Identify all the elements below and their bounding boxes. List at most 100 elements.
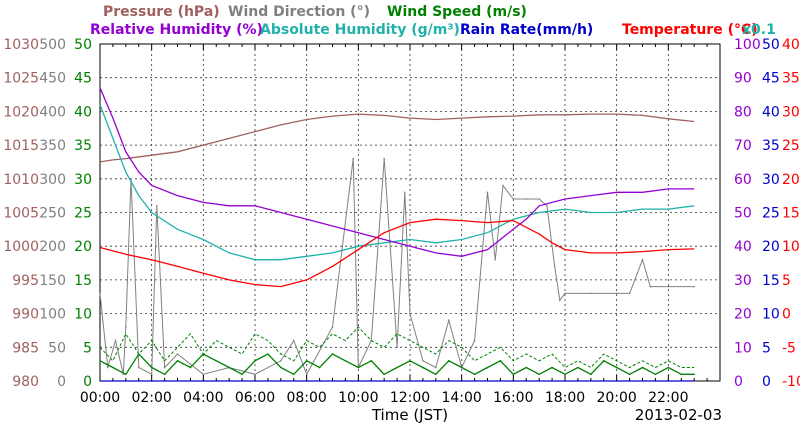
y-tick-label-wind_dir: 400	[39, 104, 66, 120]
data-point-wind_speed	[460, 366, 463, 369]
data-point-wind_speed	[641, 366, 644, 369]
data-point-wind_dir	[331, 326, 334, 328]
data-point-wind_dir	[473, 339, 476, 342]
data-point-wind_dir	[114, 339, 117, 342]
data-point-wind_dir	[546, 204, 548, 207]
data-point-wind_speed	[473, 373, 476, 376]
y-tick-label-wind_speed: 25	[74, 206, 92, 222]
y-tick-label-temp: 20	[782, 172, 800, 188]
data-point-wind_speed	[486, 366, 489, 369]
y-tick-label-wind_speed: 45	[74, 71, 92, 87]
data-point-wind_dir	[280, 359, 282, 362]
axes: 00:00 02:00 04:00 06:00 08:00 10:00 12:00 14:00…	[3, 37, 800, 406]
x-tick-label: 14:00	[441, 390, 481, 406]
y-tick-label-temp: -5	[782, 340, 796, 356]
legend-item-pressure: Pressure (hPa)	[103, 4, 220, 20]
x-tick-label: 04:00	[183, 390, 223, 406]
data-point-wind_dir	[502, 184, 504, 187]
y-tick-label-pressure: 1000	[3, 239, 39, 255]
y-tick-label-rh: 90	[734, 71, 752, 87]
data-point-wind_speed	[396, 366, 398, 369]
data-point-wind_speed	[357, 366, 360, 369]
data-point-wind_speed	[435, 373, 437, 376]
data-point-wind_speed	[551, 366, 553, 369]
x-tick-label: 12:00	[390, 390, 430, 406]
y-tick-label-wind_dir: 300	[39, 172, 66, 188]
y-tick-label-wind_dir: 250	[39, 206, 66, 222]
y-tick-label-wind_dir: 50	[48, 340, 66, 356]
y-tick-label-rh: 10	[734, 340, 752, 356]
data-point-wind_dir	[553, 265, 556, 268]
y-tick-label-temp: 35	[782, 71, 800, 87]
x-tick-label: 18:00	[545, 390, 585, 406]
x-tick-label: 10:00	[338, 390, 378, 406]
legend-item-temp: Temperature (°C)	[622, 22, 758, 38]
y-tick-label-rain: 25	[762, 206, 780, 222]
data-point-wind_speed	[680, 373, 683, 376]
data-point-wind_dir	[305, 373, 308, 376]
data-point-wind_speed	[305, 359, 308, 362]
y-tick-label-temp: 10	[782, 239, 800, 255]
y-tick-label-rh: 40	[734, 239, 752, 255]
data-point-wind_dir	[590, 292, 592, 295]
data-point-wind_speed	[254, 359, 256, 362]
y-tick-label-rh: 30	[734, 273, 752, 289]
y-tick-label-wind_speed: 0	[83, 374, 92, 390]
data-point-wind_speed	[615, 366, 618, 369]
y-tick-label-rain: 40	[762, 104, 780, 120]
legend-item-rh: Relative Humidity (%)	[90, 22, 263, 38]
series-group	[99, 87, 695, 382]
y-tick-label-wind_dir: 200	[39, 239, 66, 255]
data-point-wind_dir	[615, 292, 618, 295]
data-point-wind_speed	[628, 373, 631, 376]
y-tick-label-wind_speed: 40	[74, 104, 92, 120]
y-tick-label-wind_dir: 450	[39, 71, 66, 87]
y-tick-label-wind_dir: 0	[57, 374, 66, 390]
y-tick-label-rain: 35	[762, 138, 780, 154]
data-point-wind_speed	[163, 373, 166, 376]
legend-item-wind_dir: Wind Direction (°)	[228, 4, 370, 20]
data-point-wind_dir	[202, 373, 205, 376]
y-tick-label-rh: 60	[734, 172, 752, 188]
data-point-wind_dir	[163, 366, 166, 369]
x-tick-label: 22:00	[648, 390, 688, 406]
data-point-wind_speed	[383, 373, 385, 376]
legend-item-ah: Absolute Humidity (g/m³)	[260, 22, 460, 38]
y-tick-label-wind_speed: 50	[74, 37, 92, 53]
y-tick-label-rain: 0	[762, 374, 771, 390]
data-point-wind_dir	[559, 299, 561, 301]
data-point-wind_speed	[525, 366, 528, 369]
data-point-wind_dir	[693, 285, 695, 288]
y-tick-label-rh: 70	[734, 138, 752, 154]
y-tick-label-temp: 30	[782, 104, 800, 120]
data-point-wind_speed	[318, 366, 321, 369]
data-point-wind_dir	[125, 326, 127, 328]
data-point-wind_speed	[370, 359, 373, 362]
y-tick-label-rh: 50	[734, 206, 752, 222]
data-point-wind_dir	[404, 191, 406, 194]
y-tick-label-temp: 15	[782, 206, 800, 222]
y-tick-label-temp: -10	[782, 374, 800, 390]
y-tick-label-rain: 20	[762, 239, 780, 255]
data-point-wind_dir	[649, 285, 652, 288]
data-point-wind_speed	[538, 373, 540, 376]
y-tick-label-wind_dir: 500	[39, 37, 66, 53]
data-point-wind_speed	[693, 373, 695, 376]
y-tick-label-wind_speed: 5	[83, 340, 92, 356]
y-tick-label-wind_speed: 30	[74, 172, 92, 188]
data-point-wind_speed	[280, 366, 282, 369]
data-point-wind_speed	[409, 359, 411, 362]
data-point-wind_dir	[486, 191, 489, 194]
y-tick-label-temp: 25	[782, 138, 800, 154]
data-point-wind_dir	[156, 204, 158, 207]
y-tick-label-wind_dir: 100	[39, 307, 66, 323]
y-tick-label-wind_dir: 150	[39, 273, 66, 289]
y-tick-label-pressure: 1030	[3, 37, 39, 53]
scale-note: x0.1	[742, 22, 776, 38]
legend-item-wind_speed: Wind Speed (m/s)	[387, 4, 527, 20]
data-point-wind_dir	[447, 319, 450, 322]
data-point-wind_speed	[125, 373, 127, 376]
data-point-wind_speed	[667, 366, 670, 369]
data-point-wind_speed	[512, 373, 515, 376]
y-tick-label-wind_speed: 20	[74, 239, 92, 255]
